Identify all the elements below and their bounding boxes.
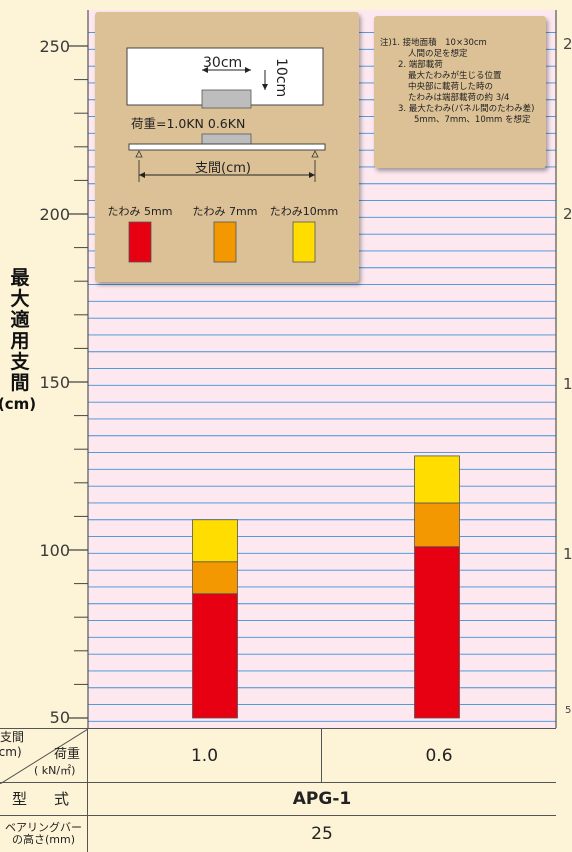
legend: たわみ 5mm たわみ 7mm たわみ10mm [108,205,338,263]
load-header-cell: 支間 (cm) 荷重 ( kN/㎡) [0,729,88,784]
bar-2-category-2 [414,502,460,548]
y-axis-title: 最大適用支間 (cm) [0,268,40,415]
right-axis-fragments: 2 2 1 1 5 [562,0,572,730]
y-axis: 50 100 150 200 250 [39,10,557,728]
right-tick-2: 2 [563,205,572,223]
note-3b: 5mm、7mm、10mm を想定 [414,115,531,125]
note-3: 3. 最大たわみ(パネル間のたわみ差) [398,104,535,114]
right-tick-3: 1 [563,375,572,393]
note-2b: 最大たわみが生じる位置 [408,71,502,81]
span-header: 支間 [0,730,25,744]
note-1: 注)1. 接地面積 10×30cm [380,38,487,48]
bar-3-category-2 [414,455,460,504]
note-1b: 人間の足を想定 [408,49,468,59]
model-header: 型 式 [0,783,88,815]
bar-1-category-1 [192,593,238,719]
y-tick-label: 150 [39,373,70,392]
y-axis-label-char: 最 [10,267,30,289]
right-tick-1: 2 [563,35,572,53]
y-tick-label: 100 [39,541,70,560]
right-tick-5: 5 [565,705,572,716]
y-axis-label-char: 支 [10,351,30,373]
model-value: APG-1 [292,789,352,809]
span-label: 支間(cm) [195,161,251,176]
legend-swatch-1 [128,221,152,263]
y-axis-unit: (cm) [0,395,37,413]
bar-1-category-2 [414,546,460,719]
y-axis-label-char: 適 [10,309,30,331]
diagonal-divider [0,729,88,784]
load-value-1: 1.0 [88,729,322,782]
legend-label-1: たわみ 5mm [108,205,173,218]
y-tick-label: 50 [50,708,70,727]
table-row-model: 型 式 APG-1 [0,783,556,816]
depth-label: 10cm [273,58,289,97]
height-header-line2: の高さ(mm) [11,833,75,846]
span-unit-header: (cm) [0,745,22,759]
legend-label-2: たわみ 7mm [193,205,258,218]
width-label: 30cm [203,55,242,71]
table-row-load: 支間 (cm) 荷重 ( kN/㎡) 1.0 0.6 [0,728,556,784]
y-tick-label: 250 [39,37,70,56]
bars [192,455,460,719]
legend-swatch-3 [292,221,316,263]
bar-2-category-1 [192,561,238,595]
legend-label-3: たわみ10mm [270,205,338,218]
table-row-height: ベアリングバー の高さ(mm) 25 [0,816,556,852]
load-unit-header: ( kN/㎡) [34,764,76,777]
height-header-line1: ベアリングバー [5,821,82,834]
note-2c: 中央部に載荷した時の [408,82,494,92]
legend-swatch-2 [213,221,237,263]
y-tick-label: 200 [39,205,70,224]
y-axis-label-char: 大 [10,288,30,310]
legend-panel: 30cm 10cm 荷重=1.0KN 0.6KN 支間(cm) たわみ 5mm た… [95,12,359,282]
height-header: ベアリングバー の高さ(mm) [0,816,88,852]
height-value: 25 [311,824,333,844]
load-header: 荷重 [54,747,81,762]
note-2: 2. 端部載荷 [398,60,443,70]
load-value-2: 0.6 [425,745,453,766]
y-axis-label-char: 間 [10,372,30,394]
note-2d: たわみは端部載荷の約 3/4 [408,93,510,103]
notes-panel: 注)1. 接地面積 10×30cm 人間の足を想定 2. 端部載荷 最大たわみが… [374,16,546,168]
load-label: 荷重=1.0KN 0.6KN [131,116,245,131]
y-axis-label: 最大適用支間 [0,268,40,394]
y-axis-label-char: 用 [10,330,30,352]
load-diagram: 30cm 10cm 荷重=1.0KN 0.6KN 支間(cm) たわみ 5mm た… [108,47,338,263]
right-tick-4: 1 [563,545,572,563]
bar-3-category-1 [192,519,238,563]
